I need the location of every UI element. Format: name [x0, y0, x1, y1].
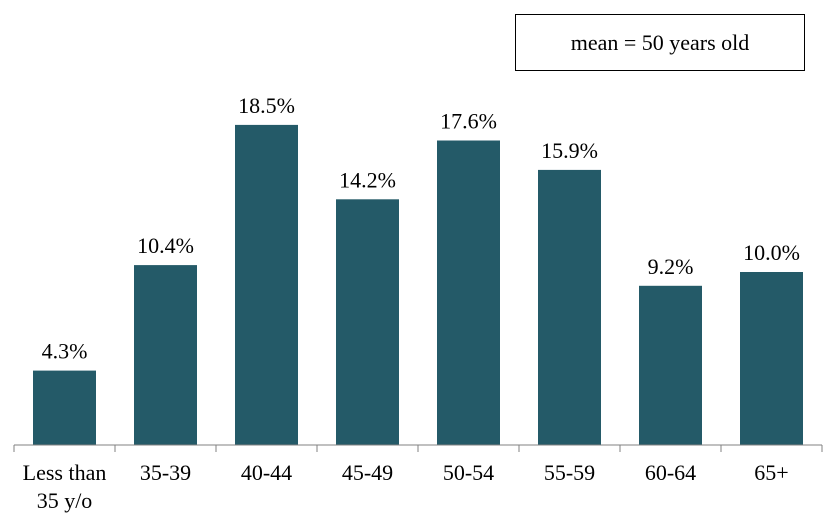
x-tick-label-5: 55-59 — [544, 460, 595, 485]
bar-0 — [33, 370, 96, 445]
bar-1 — [134, 265, 197, 445]
data-label-5: 15.9% — [541, 138, 598, 163]
bar-3 — [336, 199, 399, 445]
data-label-6: 9.2% — [648, 254, 694, 279]
bar-7 — [740, 272, 803, 445]
mean-annotation-text: mean = 50 years old — [570, 29, 750, 55]
x-tick-label-4: 50-54 — [443, 460, 494, 485]
mean-annotation-box: mean = 50 years old — [515, 14, 805, 71]
data-label-0: 4.3% — [42, 339, 88, 364]
data-label-2: 18.5% — [238, 93, 295, 118]
data-label-3: 14.2% — [339, 167, 396, 192]
data-label-4: 17.6% — [440, 109, 497, 134]
x-tick-label-2: 40-44 — [241, 460, 292, 485]
x-tick-label-1: 35-39 — [140, 460, 191, 485]
bar-2 — [235, 124, 298, 446]
bar-4 — [437, 140, 500, 445]
x-tick-label-0: Less than 35 y/o — [23, 460, 107, 513]
bar-6 — [639, 285, 702, 445]
data-label-7: 10.0% — [743, 240, 800, 265]
x-tick-label-3: 45-49 — [342, 460, 393, 485]
x-tick-label-7: 65+ — [754, 460, 788, 485]
data-label-1: 10.4% — [137, 233, 194, 258]
bar-5 — [538, 169, 601, 445]
x-tick-label-6: 60-64 — [645, 460, 696, 485]
